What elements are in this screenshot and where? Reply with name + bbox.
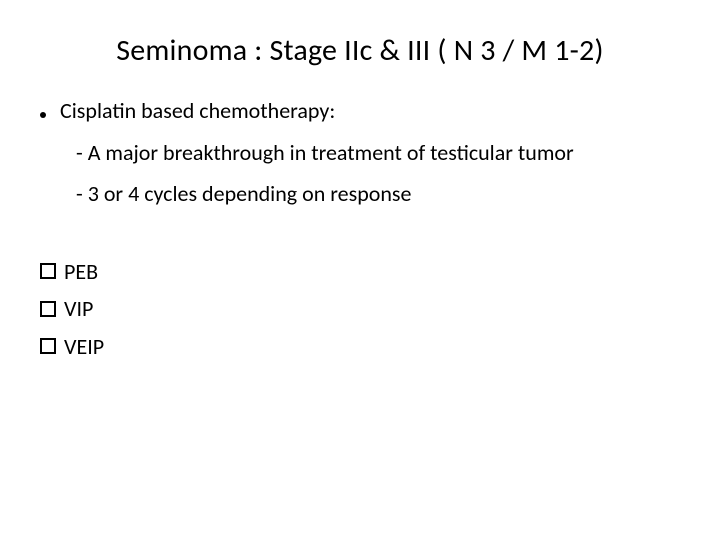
spacer xyxy=(40,222,680,258)
checklist-label: PEB xyxy=(64,258,98,286)
sub-bullet-line: - A major breakthrough in treatment of t… xyxy=(76,139,680,167)
checkbox-icon xyxy=(40,301,56,317)
checkbox-icon xyxy=(40,338,56,354)
slide-title: Seminoma : Stage IIc & III ( N 3 / M 1-2… xyxy=(40,32,680,69)
checklist-label: VIP xyxy=(64,295,93,323)
slide-body: Cisplatin based chemotherapy: - A major … xyxy=(40,97,680,360)
checklist-label: VEIP xyxy=(64,333,104,361)
checkbox-icon xyxy=(40,263,56,279)
checklist-item: VEIP xyxy=(40,333,680,361)
bullet-item: Cisplatin based chemotherapy: xyxy=(40,97,680,125)
slide: Seminoma : Stage IIc & III ( N 3 / M 1-2… xyxy=(0,0,720,540)
bullet-dot-icon xyxy=(40,112,46,118)
sub-bullet-line: - 3 or 4 cycles depending on response xyxy=(76,180,680,208)
checklist-item: PEB xyxy=(40,258,680,286)
checklist-item: VIP xyxy=(40,295,680,323)
bullet-text: Cisplatin based chemotherapy: xyxy=(60,97,335,125)
